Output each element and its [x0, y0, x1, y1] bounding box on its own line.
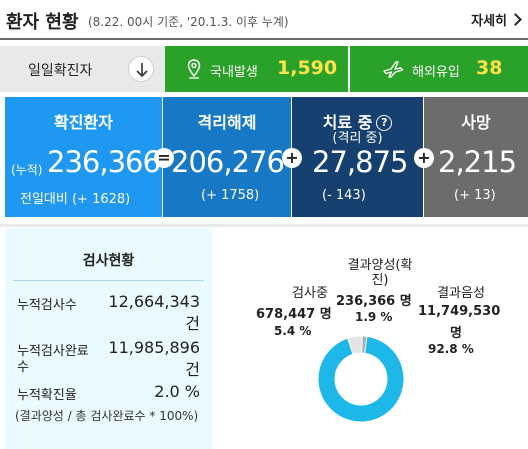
treatment-title: 치료 중 — [322, 113, 373, 132]
confirmed-change: 전일대비 (+ 1628) — [20, 192, 131, 207]
testing-unit: 명 — [319, 307, 332, 322]
testing-value-row: 678,447 명 — [256, 303, 332, 322]
header-divider — [0, 38, 528, 40]
more-link[interactable]: 자세히 — [471, 10, 522, 29]
test-results-panel: 결과양성(확 진) 검사중 결과음성 678,447 명 236,366 명 1… — [218, 228, 528, 449]
arrow-down-icon — [136, 63, 148, 78]
released-change: (+ 1758) — [201, 188, 260, 203]
confirmed-value: 236,366 — [47, 145, 161, 179]
overseas-label: 해외유입 — [412, 65, 460, 80]
positive-rate-note: (결과양성 / 총 검사완료수 * 100%) — [15, 409, 199, 423]
deaths-box: 사망 2,215 (+ 13) — [424, 97, 528, 217]
testing-divider — [13, 280, 204, 281]
daily-label-box: 일일확진자 — [0, 46, 165, 92]
treatment-box: 치료 중? (격리 중) 27,875 (- 143) — [292, 97, 423, 217]
donut-slice-testing — [347, 335, 363, 355]
results-donut-chart — [317, 335, 405, 423]
page-subtitle: (8.22. 00시 기준, '20.1.3. 이후 누계) — [88, 15, 289, 29]
positive-pct: 1.9 % — [355, 310, 393, 324]
domestic-box: 국내발생 1,590 — [165, 46, 348, 92]
arrow-down-button[interactable] — [128, 56, 154, 82]
domestic-value: 1,590 — [277, 57, 338, 79]
negative-value: 11,749,530 — [418, 304, 501, 319]
equals-operator: = — [154, 148, 174, 168]
total-tests-unit: 건 — [185, 314, 200, 333]
negative-pct: 92.8 % — [428, 342, 474, 356]
positive-label-2: 진) — [371, 273, 389, 288]
positive-unit: 명 — [399, 294, 412, 309]
positive-value: 236,366 — [336, 294, 396, 309]
page-title: 환자 현황 — [6, 12, 79, 33]
positive-rate-label: 누적확진율 — [17, 388, 77, 403]
negative-unit: 명 — [450, 326, 462, 341]
stats-row: 확진환자 (누적) 236,366 전일대비 (+ 1628) 격리해제 206… — [0, 97, 528, 217]
completed-tests-label: 누적검사완료 — [17, 344, 89, 359]
location-pin-icon — [187, 59, 201, 79]
testing-panel: 검사현황 누적검사수 12,664,343 건 누적검사완료 수 11,985,… — [5, 228, 212, 449]
deaths-value: 2,215 — [438, 145, 517, 179]
negative-label: 결과음성 — [437, 286, 485, 301]
released-title: 격리해제 — [197, 113, 257, 132]
treatment-value: 27,875 — [312, 145, 408, 179]
airplane-icon — [383, 61, 404, 78]
confirmed-box: 확진환자 (누적) 236,366 전일대비 (+ 1628) — [5, 97, 162, 217]
help-icon[interactable]: ? — [376, 115, 393, 131]
completed-tests-unit: 건 — [185, 360, 200, 379]
domestic-label: 국내발생 — [210, 65, 258, 80]
total-tests-label: 누적검사수 — [17, 298, 77, 313]
treatment-title-row: 치료 중? — [292, 109, 423, 133]
overseas-value: 38 — [476, 57, 503, 79]
released-box: 격리해제 206,276 (+ 1758) — [163, 97, 291, 217]
testing-value: 678,447 — [256, 307, 316, 322]
treatment-change: (- 143) — [322, 188, 366, 203]
released-value: 206,276 — [171, 145, 285, 179]
deaths-change: (+ 13) — [454, 188, 496, 203]
plus-operator-1: + — [282, 148, 302, 168]
treatment-subtitle: (격리 중) — [332, 131, 383, 146]
positive-rate-value: 2.0 % — [154, 382, 200, 401]
plus-operator-2: + — [414, 148, 434, 168]
testing-pct: 5.4 % — [274, 324, 312, 338]
confirmed-title: 확진환자 — [54, 113, 113, 132]
donut-slice-negative — [317, 335, 405, 423]
positive-value-row: 236,366 명 — [336, 290, 412, 309]
confirmed-prefix: (누적) — [11, 163, 43, 177]
chevron-right-icon — [509, 13, 522, 26]
daily-confirmed-row: 일일확진자 국내발생 1,590 해외유입 38 — [0, 46, 528, 92]
completed-tests-label-2: 수 — [17, 360, 29, 375]
more-label: 자세히 — [471, 14, 507, 29]
positive-label: 결과양성(확 — [347, 258, 413, 273]
testing-title: 검사현황 — [82, 253, 135, 269]
deaths-title: 사망 — [461, 113, 491, 132]
header: 환자 현황 (8.22. 00시 기준, '20.1.3. 이후 누계) 자세히 — [0, 0, 528, 40]
daily-label: 일일확진자 — [28, 63, 93, 79]
section-divider — [0, 224, 528, 227]
overseas-box: 해외유입 38 — [350, 46, 528, 92]
testing-label: 검사중 — [292, 286, 328, 301]
completed-tests-value: 11,985,896 — [108, 338, 200, 357]
total-tests-value: 12,664,343 — [108, 292, 200, 311]
